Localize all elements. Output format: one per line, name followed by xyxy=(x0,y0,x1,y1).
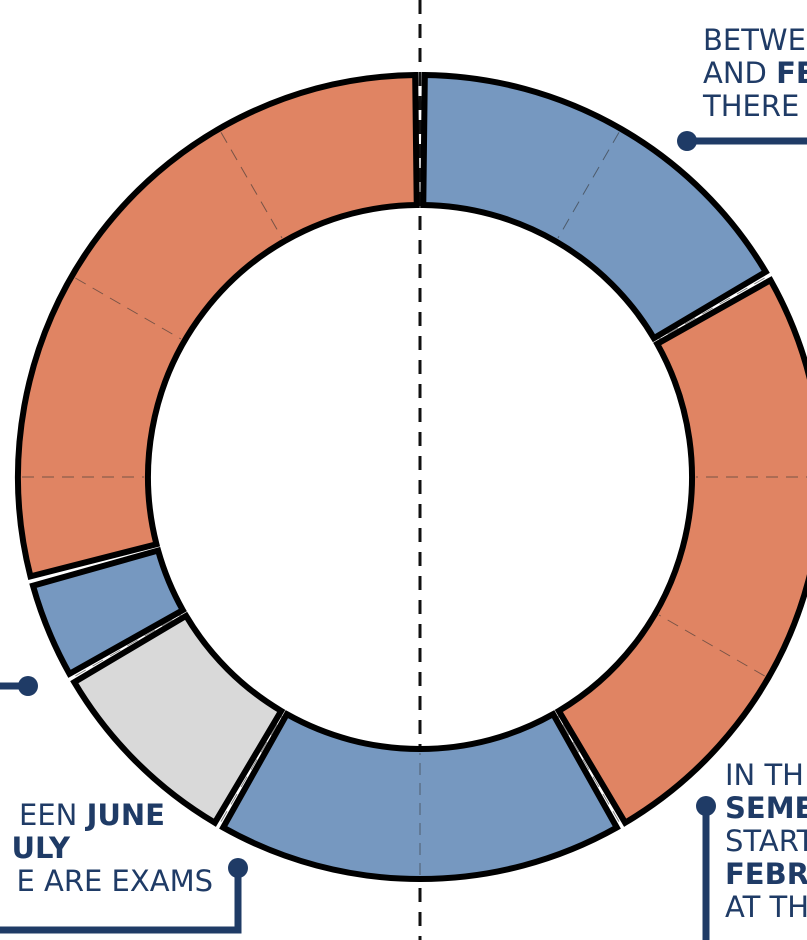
month-guide xyxy=(658,614,765,677)
annotation-text: SEME xyxy=(725,791,807,825)
month-guide xyxy=(220,132,283,239)
annotation-text: ULY xyxy=(11,831,71,865)
connectors xyxy=(0,131,807,940)
annotation-line: BETWE xyxy=(703,23,806,57)
annotation-line: FEBR xyxy=(725,857,807,891)
annotation-line: E ARE EXAMS xyxy=(16,864,213,898)
annotation-line: ULY xyxy=(11,831,71,865)
annotation-line: START xyxy=(725,824,807,858)
connector xyxy=(0,868,242,934)
annotation-text: AND xyxy=(703,56,776,90)
segment xyxy=(29,546,187,678)
segment xyxy=(420,71,770,343)
annotation-text: FEBR xyxy=(725,857,807,891)
connector-dot xyxy=(696,796,716,816)
segment xyxy=(554,276,807,827)
annotation-text: THERE xyxy=(702,89,799,123)
annotation-text: EEN xyxy=(19,798,87,832)
connector-dot xyxy=(18,676,38,696)
month-guide xyxy=(75,277,182,340)
month-guide xyxy=(658,277,765,340)
annotation-text: AT TH xyxy=(725,890,807,924)
annotation-text: E ARE EXAMS xyxy=(16,864,213,898)
segment xyxy=(70,611,286,827)
annotation-line: AND FE xyxy=(703,56,807,90)
annotation-line: EEN JUNE xyxy=(19,798,165,832)
annotation-text: IN TH xyxy=(725,758,804,792)
connector-dot xyxy=(677,131,697,151)
annotation-line: SEME xyxy=(725,791,807,825)
annotation-text: START xyxy=(725,824,807,858)
month-guide xyxy=(557,132,620,239)
annotation-text: JUNE xyxy=(85,798,165,832)
month-guide xyxy=(557,715,620,822)
connector-dot xyxy=(228,858,248,878)
segment xyxy=(219,710,621,882)
month-guide xyxy=(75,614,182,677)
segment xyxy=(15,71,420,581)
annotation-line: AT TH xyxy=(725,890,807,924)
annotation-text: FE xyxy=(776,56,807,90)
donut xyxy=(15,71,807,882)
month-guide xyxy=(220,715,283,822)
annotation-line: IN TH xyxy=(725,758,804,792)
annotation-text: BETWE xyxy=(703,23,806,57)
annotation-line: THERE xyxy=(702,89,799,123)
